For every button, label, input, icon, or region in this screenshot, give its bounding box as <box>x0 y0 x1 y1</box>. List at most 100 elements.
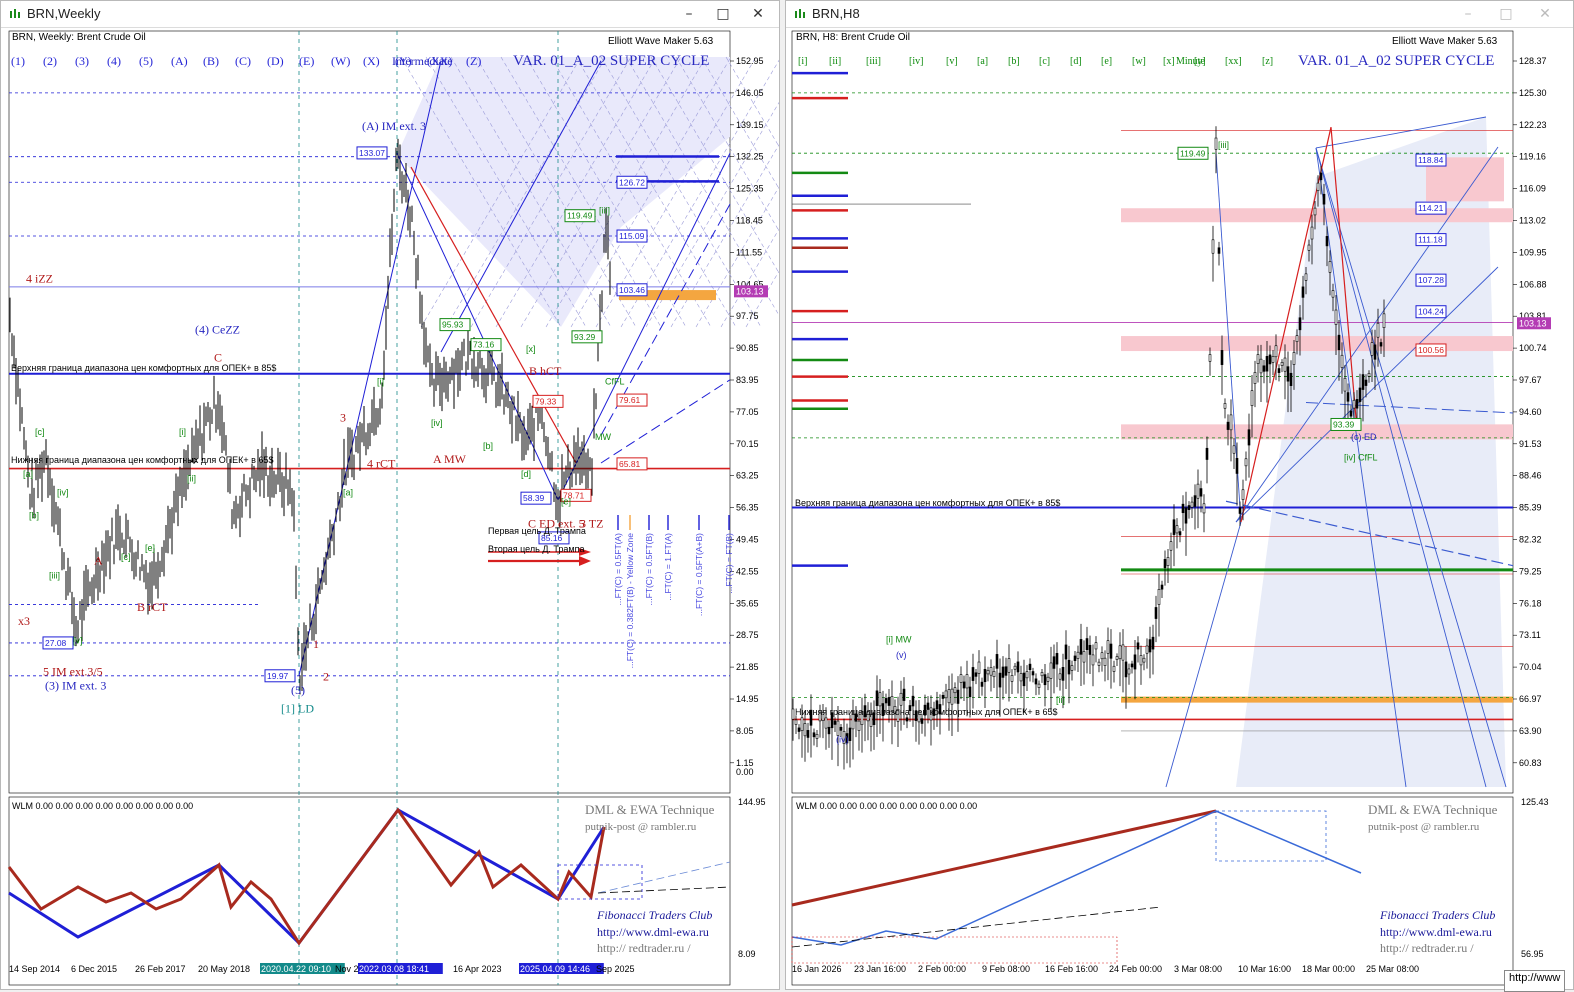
degree-button-11[interactable]: [x] <box>1163 56 1175 67</box>
price-tick-label: 106.88 <box>1519 279 1547 289</box>
maximize-button[interactable]: □ <box>1499 6 1513 22</box>
degree-button-6[interactable]: (B) <box>203 54 219 68</box>
degree-button-1[interactable]: (2) <box>43 54 57 68</box>
minimize-button[interactable]: – <box>685 6 693 22</box>
degree-button-14[interactable]: [z] <box>1262 56 1274 67</box>
degree-button-12[interactable]: (Y) <box>395 54 412 68</box>
candle-body <box>1286 366 1290 382</box>
candle-body <box>1202 503 1206 514</box>
candle-body <box>1199 488 1203 497</box>
wlm-target-box <box>1215 810 1327 862</box>
wave-label-green: [x] <box>526 344 536 354</box>
price-box-frame <box>1415 305 1447 319</box>
degree-button-15[interactable]: Minute <box>1176 56 1205 67</box>
degree-button-13[interactable]: (XX) <box>427 54 453 68</box>
candle-body <box>887 697 891 706</box>
degree-button-2[interactable]: [iii] <box>866 56 881 67</box>
candle-body <box>866 711 870 722</box>
degree-button-14[interactable]: (Z) <box>466 54 482 68</box>
window-title: BRN,Weekly <box>27 6 101 21</box>
price-tick-label: 139.15 <box>736 120 764 130</box>
wave-label-green: [i] <box>377 376 384 386</box>
candle-body <box>1100 652 1104 660</box>
price-box: 119.49 <box>1180 148 1206 158</box>
degree-button-7[interactable]: [c] <box>1039 56 1051 67</box>
degree-button-2[interactable]: (3) <box>75 54 89 68</box>
fan-grid-line <box>570 56 732 328</box>
price-tick-label: 109.95 <box>1519 247 1547 257</box>
candle-body <box>977 661 981 674</box>
fan-grid-line <box>470 56 632 328</box>
degree-button-15[interactable]: Intermediate <box>392 54 453 68</box>
candle-body <box>1313 207 1317 216</box>
price-tick-label: 79.25 <box>1519 566 1542 576</box>
candle-body <box>1328 261 1332 273</box>
wlm-label: WLM 0.00 0.00 0.00 0.00 0.00 0.00 0.00 0… <box>796 801 978 811</box>
degree-button-11[interactable]: (X) <box>363 54 380 68</box>
degree-button-12[interactable]: [y] <box>1194 56 1206 67</box>
candle-body <box>1142 657 1146 663</box>
candle-body <box>1025 671 1029 679</box>
candle-body <box>1322 193 1326 205</box>
candle-body <box>1361 374 1365 390</box>
degree-button-8[interactable]: [d] <box>1070 56 1082 67</box>
fan-grid-line <box>620 59 779 328</box>
degree-button-4[interactable]: (5) <box>139 54 153 68</box>
candle-body <box>1259 358 1263 374</box>
degree-button-5[interactable]: [a] <box>977 56 989 67</box>
title-bar[interactable]: BRN,Weekly – □ ✕ <box>1 1 779 28</box>
degree-button-3[interactable]: (4) <box>107 54 121 68</box>
candle-body <box>839 726 843 731</box>
weekly-chart-canvas[interactable]: 152.95 146.05 139.15 132.25 125.35 118.45 111.… <box>1 27 780 990</box>
candle-body <box>1037 683 1041 688</box>
degree-button-8[interactable]: (D) <box>267 54 284 68</box>
candle-body <box>1160 584 1164 590</box>
wave-label-green: [i] <box>179 427 186 437</box>
trend-line <box>298 60 442 676</box>
degree-button-0[interactable]: (1) <box>11 54 25 68</box>
maximize-button[interactable]: □ <box>716 6 730 22</box>
price-box: 103.46 <box>619 285 645 295</box>
upper-band-text: Верхняя граница диапазона цен комфортных… <box>795 498 1061 508</box>
candle-body <box>989 667 993 676</box>
time-label: 24 Feb 00:00 <box>1109 964 1162 974</box>
close-button[interactable]: ✕ <box>752 6 764 22</box>
candle-body <box>1268 354 1272 365</box>
degree-button-0[interactable]: [i] <box>798 56 808 67</box>
channel-line <box>1315 147 1487 788</box>
candle-body <box>1295 335 1299 342</box>
candle-body <box>1058 673 1062 680</box>
time-label: 10 Mar 16:00 <box>1238 964 1291 974</box>
degree-button-10[interactable]: (W) <box>331 54 351 68</box>
fan-grid-line <box>670 144 779 328</box>
degree-button-1[interactable]: [ii] <box>829 56 842 67</box>
chart-window-icon <box>795 9 805 18</box>
candle-body <box>1157 589 1161 605</box>
candle-body <box>869 714 873 727</box>
candle-body <box>914 710 918 721</box>
wave-label-green: [iv] <box>57 487 69 497</box>
candle-body <box>1376 322 1380 338</box>
title-bar[interactable]: BRN,H8 – □ ✕ <box>786 1 1573 28</box>
degree-button-9[interactable]: [e] <box>1101 56 1113 67</box>
candle-body <box>1085 638 1089 650</box>
yellow-zone <box>1121 696 1513 703</box>
channel-line <box>1315 147 1407 788</box>
degree-button-5[interactable]: (A) <box>171 54 188 68</box>
degree-button-3[interactable]: [iv] <box>909 56 924 67</box>
degree-button-9[interactable]: (E) <box>299 54 315 68</box>
price-box-frame <box>616 457 648 471</box>
wlm-dash-line <box>791 906 1162 948</box>
degree-button-6[interactable]: [b] <box>1008 56 1020 67</box>
price-box-frame <box>1415 153 1447 167</box>
candle-body <box>953 687 957 694</box>
close-button[interactable]: ✕ <box>1539 6 1551 22</box>
degree-button-10[interactable]: [w] <box>1132 56 1146 67</box>
price-tick-label: 122.23 <box>1519 120 1547 130</box>
degree-button-7[interactable]: (C) <box>235 54 251 68</box>
degree-button-13[interactable]: [xx] <box>1225 56 1242 67</box>
degree-button-4[interactable]: [v] <box>946 56 958 67</box>
minimize-button[interactable]: – <box>1464 6 1472 22</box>
wlm-label: WLM 0.00 0.00 0.00 0.00 0.00 0.00 0.00 0… <box>12 801 194 811</box>
h8-chart-canvas[interactable]: 128.37 125.30 122.23 119.16 116.09 113.02 109.… <box>786 27 1574 990</box>
